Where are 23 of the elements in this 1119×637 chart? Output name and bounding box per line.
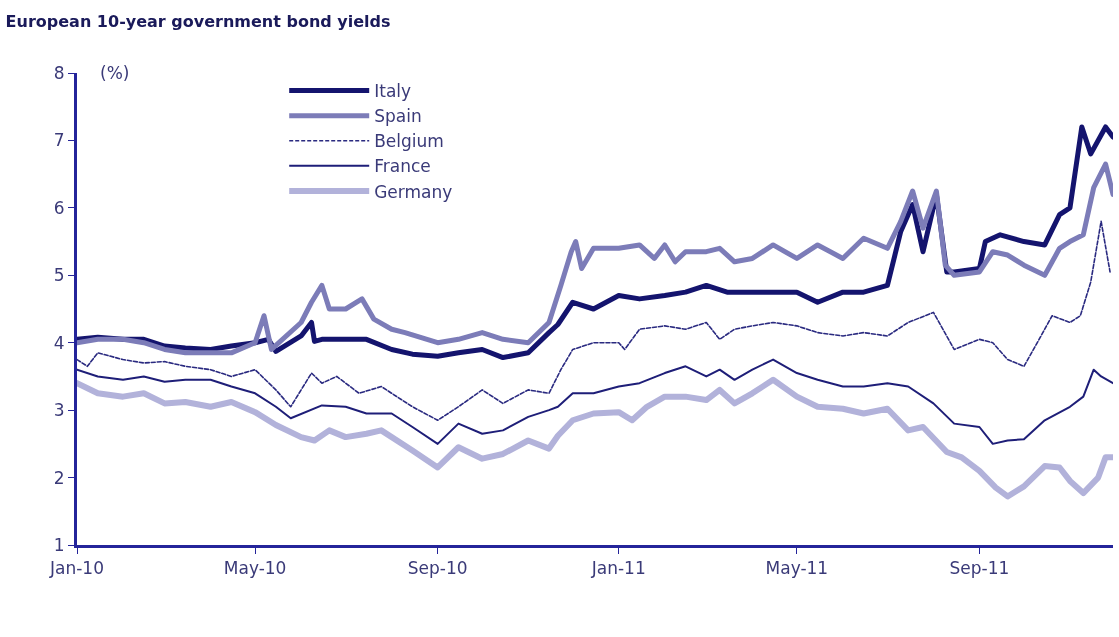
y-tick-label: 5 xyxy=(53,265,65,286)
y-tick-label: 1 xyxy=(53,534,65,555)
legend-label: Spain xyxy=(374,106,422,127)
x-tick-label: Sep-10 xyxy=(407,558,468,579)
y-tick-label: 7 xyxy=(53,130,65,151)
legend-label: Italy xyxy=(374,81,412,102)
y-tick-label: 3 xyxy=(53,400,65,421)
x-tick-label: Jan-10 xyxy=(49,558,104,579)
line-series xyxy=(77,220,1111,422)
y-tick-label: 6 xyxy=(53,197,65,218)
x-tick-label: Jan-11 xyxy=(590,558,646,579)
y-tick-label: 8 xyxy=(53,62,65,83)
y-tick-label: 4 xyxy=(53,332,65,353)
legend-label: Germany xyxy=(374,181,453,202)
legend-label: Belgium xyxy=(374,131,444,152)
x-tick-label: Sep-11 xyxy=(949,558,1010,579)
y-tick-label: 2 xyxy=(53,467,65,488)
x-tick-label: May-10 xyxy=(223,558,287,579)
chart-title: European 10-year government bond yields xyxy=(5,12,391,32)
legend-label: France xyxy=(374,156,431,177)
x-tick-label: May-11 xyxy=(765,558,829,579)
y-axis-title: (%) xyxy=(100,63,130,83)
line-series xyxy=(77,358,1113,445)
